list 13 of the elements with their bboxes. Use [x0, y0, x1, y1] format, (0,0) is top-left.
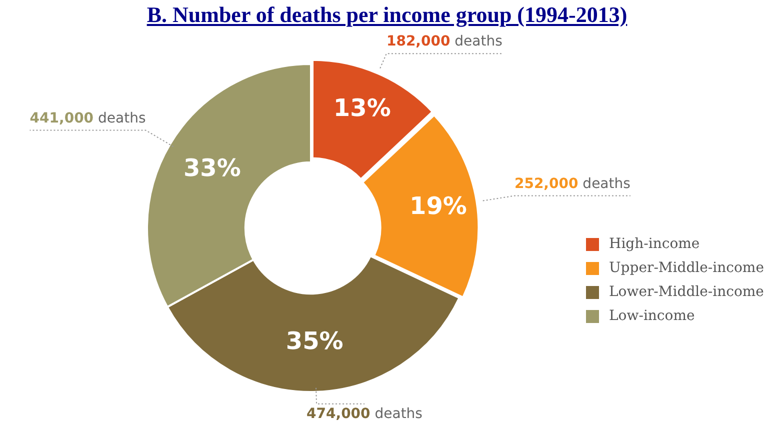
data-label: 33% [183, 154, 241, 182]
data-label: 19% [409, 192, 467, 220]
data-label: 13% [333, 94, 391, 122]
legend-label: Lower-Middle-income [609, 284, 764, 300]
text: 474,000 deaths [306, 406, 422, 422]
chart-title: B. Number of deaths per income group (1994-2013) [146, 2, 628, 28]
legend-label: Upper-Middle-income [609, 260, 764, 276]
data-label: 35% [286, 326, 344, 355]
text: 252,000 deaths [514, 176, 630, 192]
legend-label: Low-income [609, 308, 695, 324]
legend-label: High-income [609, 236, 700, 252]
text: 182,000 deaths [386, 34, 502, 50]
text: 441,000 deaths [30, 110, 146, 126]
